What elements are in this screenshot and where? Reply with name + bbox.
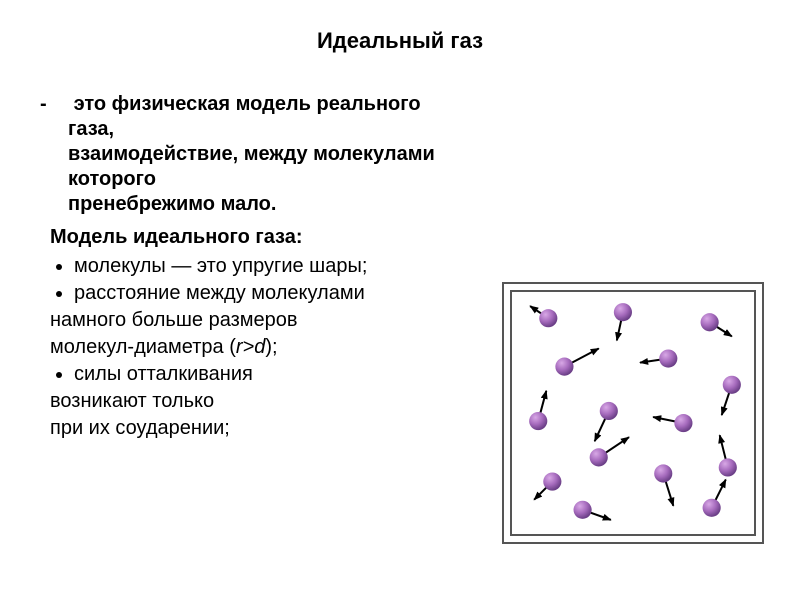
dash-icon: - [54,92,68,117]
slide-body: - это физическая модель реального газа, … [40,92,470,441]
bullet-item-2: расстояние между молекулами [74,281,470,306]
molecule-icon [703,499,721,517]
gas-diagram-svg [512,292,754,534]
plain2-prefix: молекул-диаметра ( [50,336,236,358]
molecule-icon [600,402,618,420]
model-subhead: Модель идеального газа: [50,225,470,250]
slide: Идеальный газ - это физическая модель ре… [0,0,800,600]
molecule-icon [539,309,557,327]
plain-line-2: молекул-диаметра (r>d); [50,335,470,360]
plain-line-4: при их соударении; [50,416,470,441]
molecule-icon [529,412,547,430]
molecule-icon [654,464,672,482]
molecule-icon [719,458,737,476]
molecule-icon [590,448,608,466]
lead-line-3: пренебрежимо мало. [68,193,276,215]
plain2-var: r>d [236,336,265,358]
bullet-item-1: молекулы — это упругие шары; [74,254,470,279]
plain-line-1: намного больше размеров [50,308,470,333]
bullet-item-3: силы отталкивания [74,362,470,387]
molecule-icon [674,414,692,432]
molecule-icon [543,472,561,490]
lead-line-2: взаимодействие, между молекулами которог… [68,143,435,190]
molecule-icon [701,313,719,331]
molecule-icon [723,376,741,394]
gas-diagram-box [510,290,756,536]
slide-title: Идеальный газ [40,28,760,54]
molecule-icon [555,358,573,376]
bullet-list-2: силы отталкивания [74,362,470,387]
plain2-suffix: ); [265,336,277,358]
bullet-list: молекулы — это упругие шары; расстояние … [74,254,470,306]
molecule-icon [659,349,677,367]
molecule-icon [614,303,632,321]
lead-paragraph: - это физическая модель реального газа, … [40,92,470,217]
plain-line-3: возникают только [50,389,470,414]
lead-line-1: это физическая модель реального газа, [68,93,421,140]
gas-diagram-frame [502,282,764,544]
molecule-icon [574,501,592,519]
